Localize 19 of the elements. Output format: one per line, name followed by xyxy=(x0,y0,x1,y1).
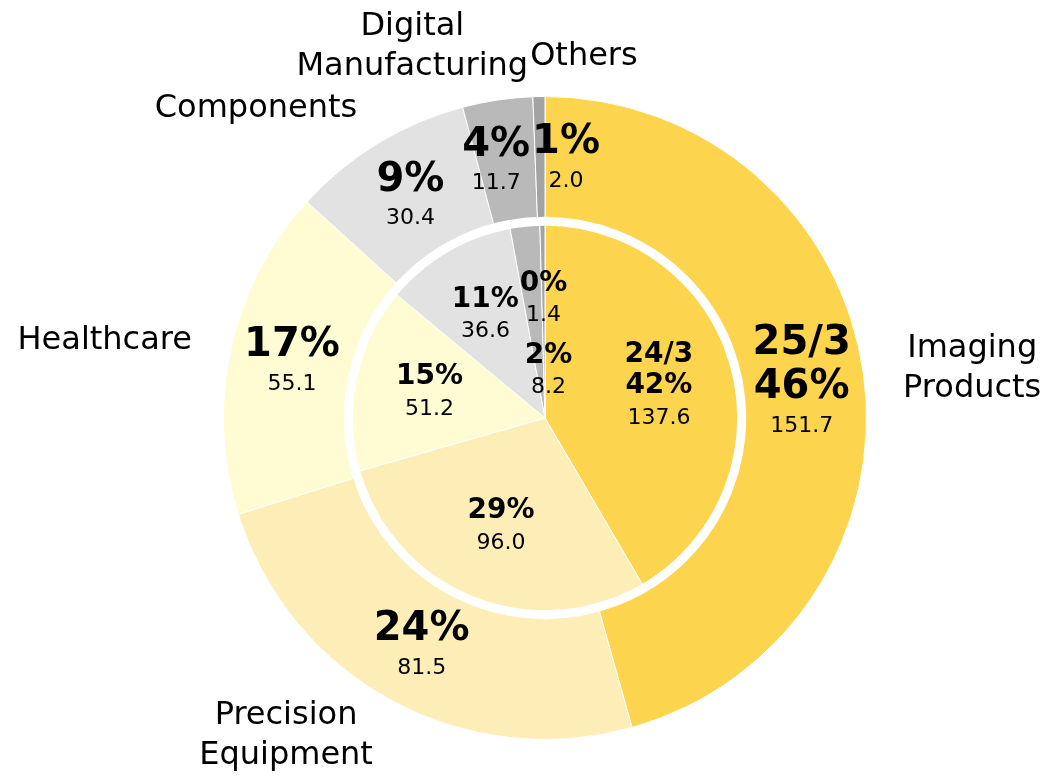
slice-label: Digital Manufacturing xyxy=(296,5,529,84)
slice-label: Healthcare xyxy=(17,318,192,357)
data-label: 15% 51.2 xyxy=(396,358,464,420)
slice-label: 24/3 xyxy=(624,336,694,370)
data-label: 24% 81.5 xyxy=(373,602,470,679)
data-label: 0% 1.4 xyxy=(519,264,568,327)
data-label: 4% 11.7 xyxy=(462,118,531,195)
slice-label: Components xyxy=(154,87,358,126)
data-label: 1% 2.0 xyxy=(532,115,601,192)
slice-label: Others xyxy=(530,34,638,73)
data-label: 9% 30.4 xyxy=(376,153,445,230)
slice-label: 25/3 xyxy=(752,317,851,364)
slice-label: Precision Equipment xyxy=(199,694,373,773)
data-label: 29% 96.0 xyxy=(467,492,535,554)
data-label: 42% 137.6 xyxy=(625,367,693,429)
data-label: 11% 36.6 xyxy=(451,280,519,343)
data-label: 46% 151.7 xyxy=(753,361,850,438)
slice-label: Imaging Products xyxy=(903,326,1042,405)
data-label: 17% 55.1 xyxy=(244,319,340,396)
